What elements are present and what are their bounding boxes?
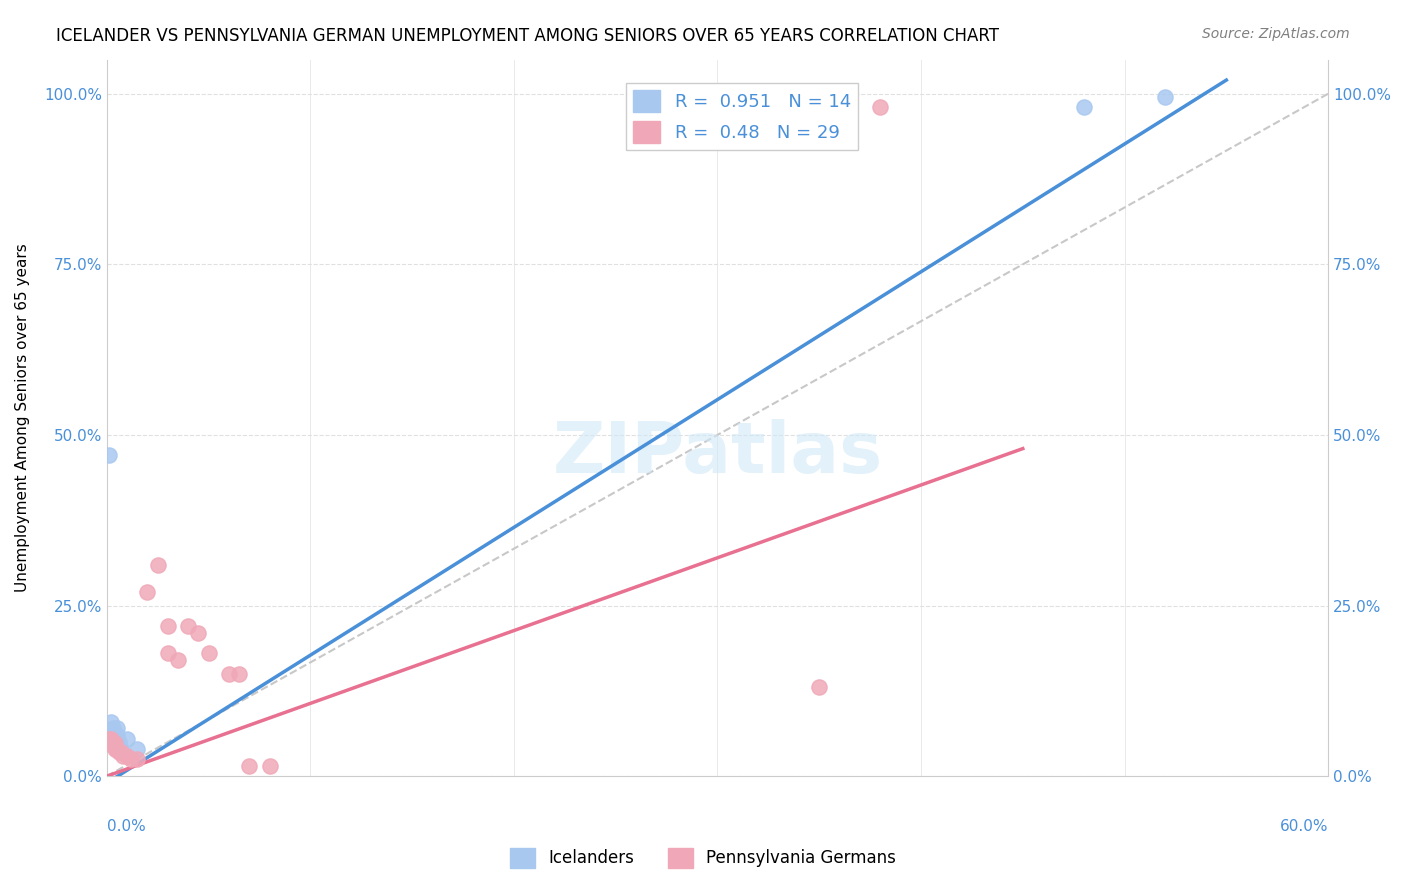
Point [1154,90,1177,104]
Point [97,449,120,463]
Point [177,619,200,633]
Point [104,731,127,746]
Point [97,731,120,746]
Point [115,731,138,746]
Point [101,722,124,736]
Point [108,745,131,759]
Point [100,714,122,729]
Point [105,728,128,742]
Text: 0.0%: 0.0% [107,819,145,834]
Point [104,742,127,756]
Text: 60.0%: 60.0% [1279,819,1329,834]
Point [238,759,260,773]
Point [101,739,124,753]
Point [187,625,209,640]
Legend: R =  0.951   N = 14, R =  0.48   N = 29: R = 0.951 N = 14, R = 0.48 N = 29 [626,83,858,151]
Point [127,742,149,756]
Point [110,745,132,759]
Point [1073,100,1095,114]
Text: ICELANDER VS PENNSYLVANIA GERMAN UNEMPLOYMENT AMONG SENIORS OVER 65 YEARS CORREL: ICELANDER VS PENNSYLVANIA GERMAN UNEMPLO… [56,27,1000,45]
Point [808,681,831,695]
Point [110,742,132,756]
Point [167,653,190,667]
Point [146,558,169,572]
Point [197,646,219,660]
Point [112,748,135,763]
Y-axis label: Unemployment Among Seniors over 65 years: Unemployment Among Seniors over 65 years [15,244,30,592]
Point [101,724,124,739]
Point [105,743,128,757]
Point [104,736,127,750]
Text: Source: ZipAtlas.com: Source: ZipAtlas.com [1202,27,1350,41]
Point [259,759,281,773]
Point [115,748,138,763]
Point [100,735,122,749]
Point [228,666,250,681]
Point [101,735,124,749]
Point [869,100,891,114]
Legend: Icelanders, Pennsylvania Germans: Icelanders, Pennsylvania Germans [503,841,903,875]
Point [127,752,149,766]
Point [218,666,240,681]
Point [108,735,131,749]
Point [120,752,142,766]
Point [156,646,179,660]
Point [104,728,127,742]
Point [105,722,128,736]
Point [100,731,122,746]
Point [105,742,128,756]
Point [156,619,179,633]
Text: ZIPatlas: ZIPatlas [553,419,883,488]
Point [136,585,159,599]
